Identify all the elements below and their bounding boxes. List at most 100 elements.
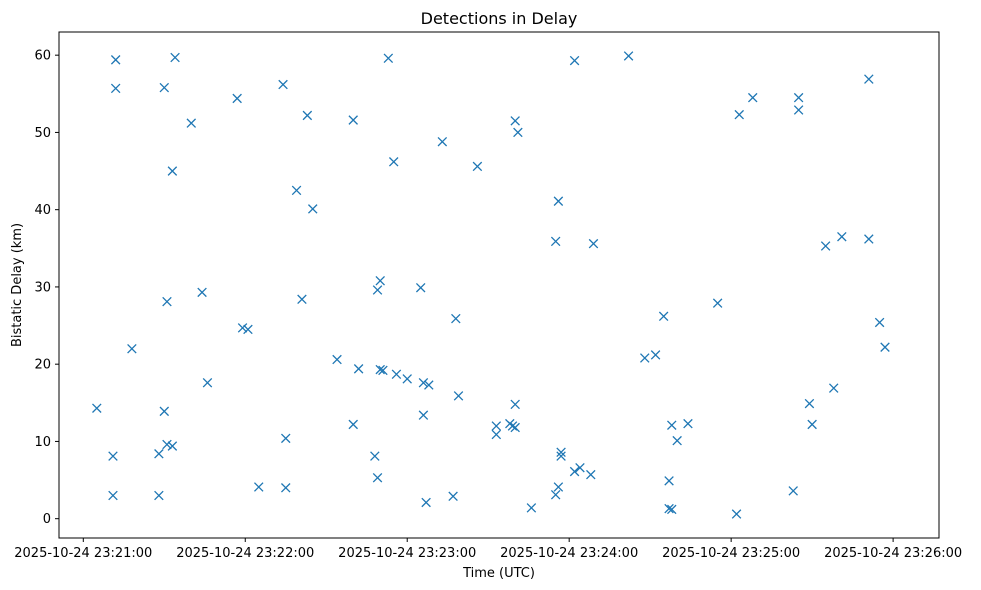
data-point bbox=[391, 369, 402, 379]
y-tick-label: 60 bbox=[34, 49, 51, 64]
y-axis-label: Bistatic Delay (km) bbox=[10, 223, 25, 347]
data-point bbox=[154, 449, 164, 459]
data-point bbox=[828, 383, 839, 393]
axes-frame bbox=[58, 31, 940, 539]
data-point bbox=[302, 110, 313, 121]
data-point bbox=[186, 118, 197, 128]
data-point bbox=[658, 311, 669, 322]
data-point bbox=[569, 55, 580, 66]
data-point bbox=[448, 491, 458, 502]
data-point bbox=[291, 185, 302, 196]
data-point bbox=[588, 238, 599, 249]
data-point bbox=[491, 429, 502, 440]
y-tick-label: 30 bbox=[34, 280, 51, 295]
data-point bbox=[375, 364, 385, 375]
x-tick-label: 2025-10-24 23:25:00 bbox=[662, 546, 800, 561]
data-point bbox=[550, 236, 561, 247]
data-point bbox=[734, 109, 745, 120]
data-point bbox=[402, 374, 412, 384]
data-point bbox=[731, 509, 742, 519]
x-tick-label: 2025-10-24 23:24:00 bbox=[500, 546, 638, 561]
data-point bbox=[880, 342, 890, 352]
data-point bbox=[243, 324, 253, 335]
data-point bbox=[232, 93, 242, 104]
data-point bbox=[418, 377, 429, 388]
data-point bbox=[569, 466, 580, 477]
data-point bbox=[110, 83, 121, 94]
data-point bbox=[807, 419, 817, 430]
y-axis: 0 10 20 30 40 50 60 bbox=[34, 49, 59, 527]
data-point bbox=[553, 196, 564, 206]
data-point bbox=[348, 419, 358, 430]
data-point bbox=[667, 420, 677, 430]
data-point bbox=[92, 403, 102, 413]
data-point bbox=[437, 136, 448, 147]
data-point bbox=[550, 489, 561, 500]
data-point bbox=[820, 241, 831, 251]
y-tick-label: 0 bbox=[43, 512, 51, 527]
data-point bbox=[864, 74, 874, 84]
data-point bbox=[278, 79, 288, 90]
data-point bbox=[375, 275, 385, 286]
data-point bbox=[667, 504, 677, 515]
x-axis: 2025-10-24 23:21:00 2025-10-24 23:22:00 20… bbox=[14, 538, 962, 561]
data-point bbox=[378, 365, 388, 376]
data-point bbox=[280, 483, 291, 493]
data-point bbox=[672, 435, 682, 446]
data-point bbox=[280, 433, 291, 444]
y-tick-label: 10 bbox=[34, 435, 51, 450]
x-tick-label: 2025-10-24 23:26:00 bbox=[824, 546, 962, 561]
data-point bbox=[415, 282, 426, 293]
data-point bbox=[127, 343, 137, 354]
data-point bbox=[712, 298, 723, 308]
x-tick-label: 2025-10-24 23:22:00 bbox=[176, 546, 314, 561]
data-point bbox=[788, 486, 798, 496]
data-point bbox=[197, 287, 207, 298]
data-point bbox=[383, 53, 394, 64]
data-point bbox=[332, 354, 342, 365]
data-point bbox=[167, 166, 178, 176]
data-point bbox=[297, 294, 307, 305]
data-point bbox=[804, 398, 815, 409]
data-point bbox=[159, 406, 170, 417]
data-point bbox=[372, 285, 383, 295]
data-point bbox=[353, 364, 364, 374]
x-axis-label: Time (UTC) bbox=[462, 566, 535, 581]
y-tick-label: 40 bbox=[34, 203, 51, 218]
data-point bbox=[108, 490, 118, 501]
data-point bbox=[372, 472, 383, 483]
data-point bbox=[162, 296, 172, 307]
data-point bbox=[513, 127, 523, 138]
data-point bbox=[575, 462, 585, 473]
data-point bbox=[159, 82, 170, 93]
data-point bbox=[793, 92, 804, 103]
chart-title: Detections in Delay bbox=[421, 9, 578, 28]
data-point bbox=[170, 52, 180, 63]
data-point bbox=[237, 323, 248, 333]
data-point bbox=[253, 482, 264, 492]
data-point bbox=[553, 482, 564, 492]
data-point bbox=[370, 451, 380, 461]
data-point bbox=[683, 418, 693, 429]
data-point bbox=[472, 161, 483, 172]
y-tick-label: 50 bbox=[34, 126, 51, 141]
data-point bbox=[154, 490, 164, 501]
data-point bbox=[556, 451, 566, 461]
data-point bbox=[424, 380, 434, 390]
data-point bbox=[162, 439, 172, 450]
y-tick-label: 20 bbox=[34, 358, 51, 373]
data-point bbox=[167, 441, 178, 451]
data-point bbox=[491, 421, 502, 431]
data-point bbox=[556, 447, 566, 458]
data-point bbox=[526, 503, 537, 513]
data-point bbox=[202, 377, 213, 388]
data-point bbox=[110, 55, 121, 65]
data-point bbox=[108, 451, 118, 461]
plot-area bbox=[92, 51, 890, 519]
data-point bbox=[664, 503, 674, 514]
data-point bbox=[510, 422, 520, 433]
data-point bbox=[418, 410, 429, 420]
data-point bbox=[510, 116, 520, 126]
data-point bbox=[453, 391, 464, 401]
